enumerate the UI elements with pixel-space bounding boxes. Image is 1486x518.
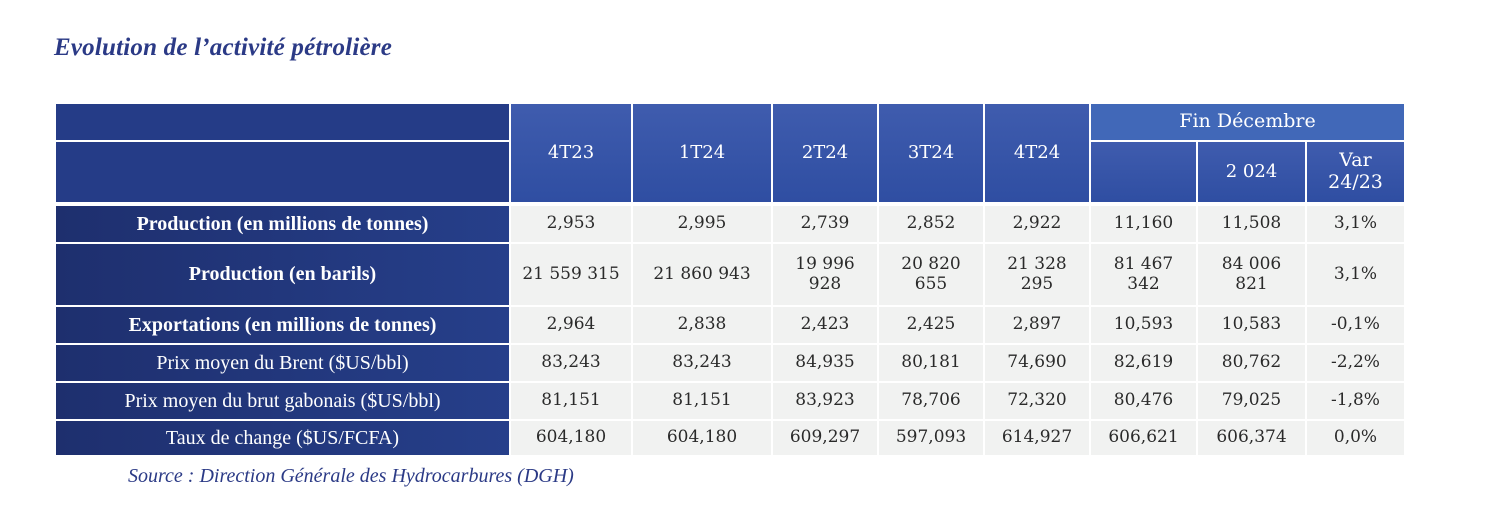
table-cell: 614,927 <box>985 421 1089 455</box>
column-header-3: 3T24 <box>879 104 983 202</box>
table-cell: 21 860 943 <box>633 244 771 305</box>
table-cell: 19 996 928 <box>773 244 877 305</box>
row-label: Production (en millions de tonnes) <box>56 206 509 242</box>
table-cell: 2,964 <box>511 307 631 343</box>
table-cell: 604,180 <box>633 421 771 455</box>
table-cell: 80,476 <box>1091 383 1196 419</box>
table-cell: 84 006 821 <box>1198 244 1305 305</box>
table-cell: 3,1% <box>1307 206 1404 242</box>
table-cell: 2,838 <box>633 307 771 343</box>
table-cell: 10,593 <box>1091 307 1196 343</box>
column-header-5 <box>1091 142 1196 202</box>
column-header-var-label: Var 24/23 <box>1328 149 1383 193</box>
table-cell: 78,706 <box>879 383 983 419</box>
table-cell: 72,320 <box>985 383 1089 419</box>
table-cell: 2,953 <box>511 206 631 242</box>
row-label: Prix moyen du Brent ($US/bbl) <box>56 345 509 381</box>
table-cell: 0,0% <box>1307 421 1404 455</box>
column-group-fin-decembre: Fin Décembre <box>1091 104 1404 140</box>
table-cell: 80,762 <box>1198 345 1305 381</box>
header-corner-bottom <box>56 142 509 202</box>
page-title: Evolution de l’activité pétrolière <box>54 34 392 61</box>
table-cell: 10,583 <box>1198 307 1305 343</box>
row-label: Production (en barils) <box>56 244 509 305</box>
table-cell: 74,690 <box>985 345 1089 381</box>
table-cell: 2,922 <box>985 206 1089 242</box>
table-cell: 84,935 <box>773 345 877 381</box>
table-cell: 597,093 <box>879 421 983 455</box>
table-cell: 79,025 <box>1198 383 1305 419</box>
table-cell: 11,508 <box>1198 206 1305 242</box>
row-label: Prix moyen du brut gabonais ($US/bbl) <box>56 383 509 419</box>
table-cell: 81,151 <box>633 383 771 419</box>
table-cell: 2,425 <box>879 307 983 343</box>
column-header-0: 4T23 <box>511 104 631 202</box>
table-cell: 81,151 <box>511 383 631 419</box>
table-cell: 606,374 <box>1198 421 1305 455</box>
table-cell: 81 467 342 <box>1091 244 1196 305</box>
table-cell: -0,1% <box>1307 307 1404 343</box>
source-note: Source : Direction Générale des Hydrocar… <box>128 465 574 487</box>
table-cell: 3,1% <box>1307 244 1404 305</box>
table-cell: 11,160 <box>1091 206 1196 242</box>
table-cell: 2,995 <box>633 206 771 242</box>
table-cell: 83,923 <box>773 383 877 419</box>
table-cell: -2,2% <box>1307 345 1404 381</box>
table-cell: 609,297 <box>773 421 877 455</box>
table-cell: 83,243 <box>511 345 631 381</box>
column-header-4: 4T24 <box>985 104 1089 202</box>
table-cell: 2,852 <box>879 206 983 242</box>
table-cell: 20 820 655 <box>879 244 983 305</box>
table-cell: 2,423 <box>773 307 877 343</box>
table-cell: 21 328 295 <box>985 244 1089 305</box>
table-cell: 606,621 <box>1091 421 1196 455</box>
table-cell: 82,619 <box>1091 345 1196 381</box>
column-header-1: 1T24 <box>633 104 771 202</box>
table-cell: 80,181 <box>879 345 983 381</box>
table-cell: 2,897 <box>985 307 1089 343</box>
table-cell: 2,739 <box>773 206 877 242</box>
column-header-6: 2 024 <box>1198 142 1305 202</box>
table-cell: 604,180 <box>511 421 631 455</box>
row-label: Taux de change ($US/FCFA) <box>56 421 509 455</box>
table-cell: 83,243 <box>633 345 771 381</box>
table-cell: 21 559 315 <box>511 244 631 305</box>
table-cell: -1,8% <box>1307 383 1404 419</box>
column-header-2: 2T24 <box>773 104 877 202</box>
column-header-var: Var 24/23 <box>1307 142 1404 202</box>
header-corner-top <box>56 104 509 140</box>
row-label: Exportations (en millions de tonnes) <box>56 307 509 343</box>
